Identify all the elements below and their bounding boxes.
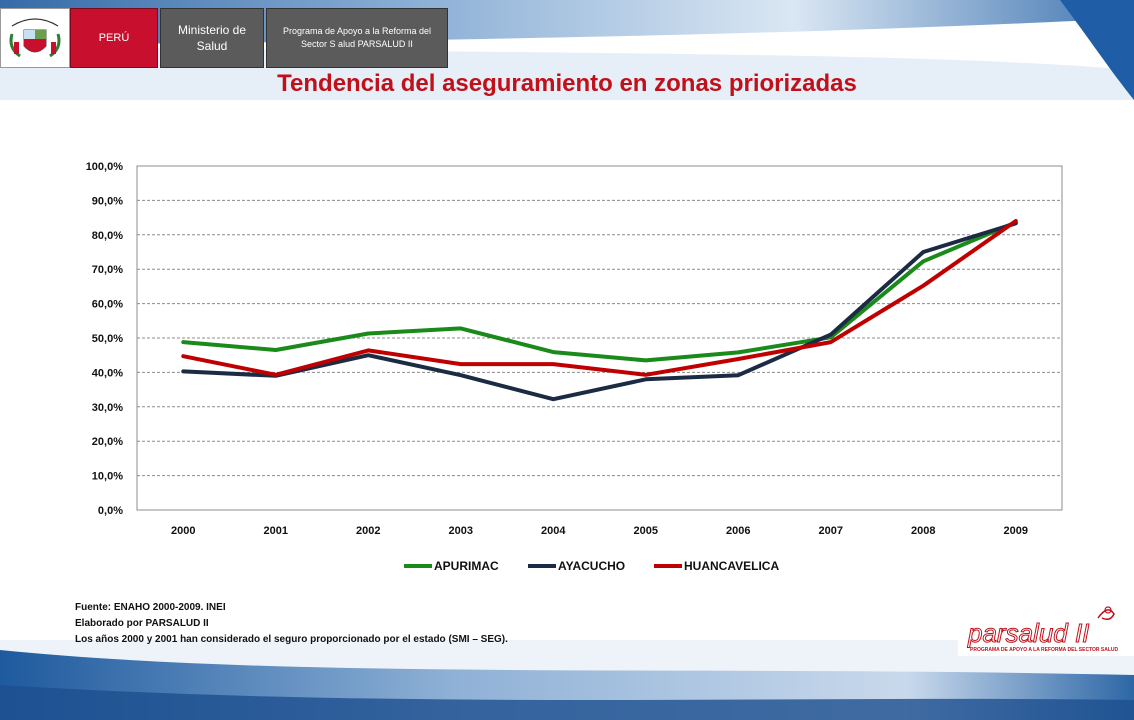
source-note: Fuente: ENAHO 2000-2009. INEI [75, 602, 226, 613]
series-line-ayacucho [181, 221, 1018, 402]
chart-notes: Fuente: ENAHO 2000-2009. INEI Elaborado … [75, 600, 508, 648]
y-tick-label: 70,0% [92, 264, 123, 276]
x-tick-label: 2006 [726, 525, 750, 537]
x-tick-label: 2000 [171, 525, 195, 537]
ministry-label: Ministerio de Salud [160, 8, 264, 68]
y-tick-label: 100,0% [86, 161, 124, 173]
coat-of-arms-icon [9, 18, 61, 58]
series-line-apurimac [181, 220, 1018, 363]
series-line-huancavelica [181, 219, 1018, 377]
y-tick-label: 0,0% [98, 505, 123, 517]
remark-note: Los años 2000 y 2001 han considerado el … [75, 634, 508, 645]
legend-label: AYACUCHO [558, 559, 625, 573]
country-label: PERÚ [70, 8, 158, 68]
x-tick-label: 2003 [449, 525, 473, 537]
legend-label: HUANCAVELICA [684, 559, 779, 573]
y-tick-label: 90,0% [92, 195, 123, 207]
legend-label: APURIMAC [434, 559, 499, 573]
parsalud-wordmark: parsalud II [967, 618, 1089, 648]
y-tick-label: 80,0% [92, 230, 123, 242]
parsalud-logo: parsalud II PROGRAMA DE APOYO A LA REFOR… [958, 600, 1134, 656]
y-tick-label: 50,0% [92, 333, 123, 345]
y-tick-label: 10,0% [92, 471, 123, 483]
x-tick-label: 2001 [264, 525, 288, 537]
footer-background [0, 640, 1134, 720]
x-tick-label: 2007 [819, 525, 843, 537]
x-tick-label: 2009 [1004, 525, 1028, 537]
prepared-by-note: Elaborado por PARSALUD II [75, 618, 209, 629]
y-tick-label: 60,0% [92, 299, 123, 311]
page-title: Tendencia del aseguramiento en zonas pri… [277, 70, 857, 97]
y-tick-label: 20,0% [92, 436, 123, 448]
x-tick-label: 2004 [541, 525, 566, 537]
y-tick-label: 30,0% [92, 402, 123, 414]
parsalud-tagline: PROGRAMA DE APOYO A LA REFORMA DEL SECTO… [970, 647, 1119, 653]
program-label: Programa de Apoyo a la Reforma del Secto… [266, 8, 448, 68]
line-chart: 0,0% 10,0% 20,0% 30,0% 40,0% 50,0% 60,0% 70,0% 8… [86, 161, 1063, 573]
x-tick-label: 2005 [634, 525, 658, 537]
y-tick-label: 40,0% [92, 367, 123, 379]
peru-crest-logo [0, 8, 70, 68]
x-tick-label: 2008 [911, 525, 935, 537]
x-tick-label: 2002 [356, 525, 380, 537]
